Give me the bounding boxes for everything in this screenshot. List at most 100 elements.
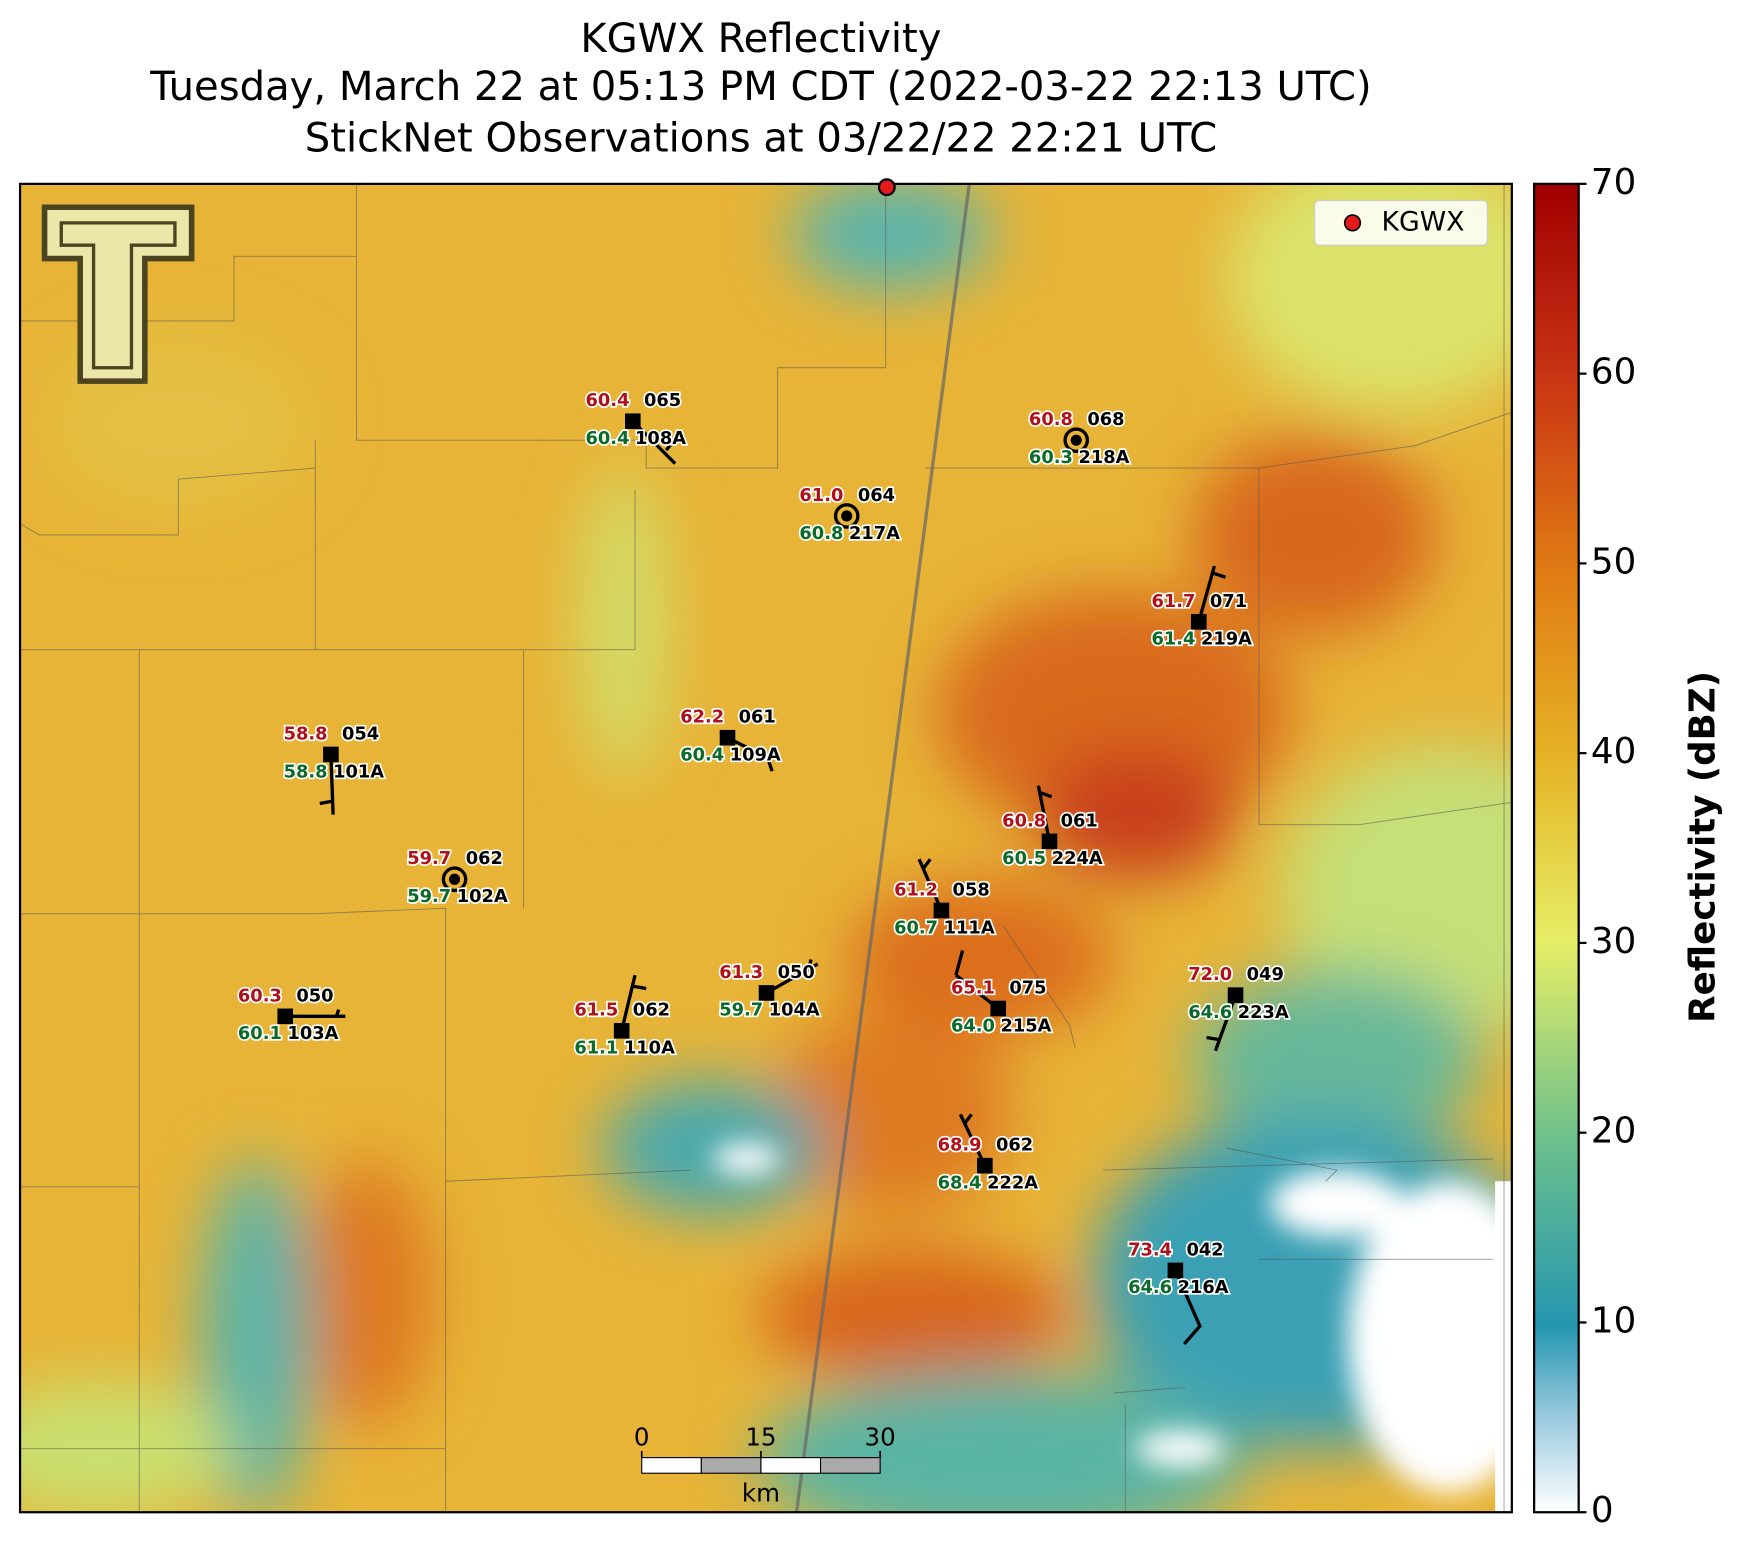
station: 62.2 061 60.4 109A <box>679 705 783 772</box>
station-dewpoint: 60.4 <box>680 745 724 766</box>
colorbar-label: Reflectivity (dBZ) <box>1683 671 1724 1023</box>
station-code: 050 <box>296 985 333 1006</box>
scale-bar: 0 15 30 km <box>634 1423 896 1508</box>
station-code: 065 <box>644 390 681 411</box>
station-code: 071 <box>1210 591 1247 612</box>
station-marker <box>1190 614 1207 630</box>
title-line: Tuesday, March 22 at 05:13 PM CDT (2022-… <box>149 64 1371 110</box>
station-temperature: 60.8 <box>1002 810 1046 831</box>
station-id: 109A <box>730 745 781 766</box>
wind-barb <box>1197 565 1216 623</box>
station-id: 103A <box>287 1023 338 1044</box>
wind-barb <box>917 858 943 912</box>
wind-barb <box>765 962 819 995</box>
station: 61.7 071 61.4 219A <box>1150 565 1254 651</box>
legend-box <box>1314 200 1488 246</box>
station-temperature: 58.8 <box>284 723 328 744</box>
station-dewpoint: 59.7 <box>407 886 451 907</box>
station-marker <box>1167 1262 1184 1279</box>
station: 73.4 042 64.6 216A <box>1126 1238 1230 1346</box>
station-marker <box>1227 987 1244 1003</box>
wind-barb-flag <box>334 1009 341 1017</box>
station-id: 222A <box>987 1172 1038 1193</box>
station-id: 101A <box>333 761 384 782</box>
station: 60.8 068 60.3 218A <box>1027 407 1131 469</box>
colorbar-tick-label: 60 <box>1591 352 1636 393</box>
station: 60.3 050 60.1 103A <box>236 984 346 1046</box>
station: 72.0 049 64.6 223A <box>1187 962 1291 1052</box>
station: 60.8 061 60.5 224A <box>1001 785 1105 871</box>
station-temperature: 61.0 <box>799 485 843 506</box>
station-marker <box>833 503 860 529</box>
station-marker-dot <box>1070 434 1082 446</box>
scale-segment <box>819 1457 881 1474</box>
colorbar-tick-label: 70 <box>1591 162 1636 203</box>
station-code: 062 <box>633 1000 670 1021</box>
legend: KGWX <box>1314 200 1488 246</box>
station-id: 102A <box>457 886 508 907</box>
station-dewpoint: 68.4 <box>938 1172 982 1193</box>
wind-barb <box>329 754 335 815</box>
wind-barb-flag <box>1211 571 1227 579</box>
station-id: 224A <box>1052 848 1103 869</box>
station-code: 049 <box>1247 964 1284 985</box>
station: 65.1 075 64.0 215A <box>949 950 1053 1038</box>
colorbar-tick-label: 40 <box>1591 731 1636 772</box>
wind-barb-flag <box>954 950 965 976</box>
station-temperature: 59.7 <box>407 848 451 869</box>
station-dewpoint: 60.4 <box>586 428 630 449</box>
station-id: 218A <box>1078 447 1129 468</box>
legend-marker <box>1343 214 1362 232</box>
scale-segment <box>641 1457 702 1474</box>
station-id: 108A <box>635 428 686 449</box>
title-line: KGWX Reflectivity <box>580 16 941 62</box>
station-id: 219A <box>1201 629 1252 650</box>
station-code: 068 <box>1087 409 1124 430</box>
radar-field <box>20 183 1512 1513</box>
scale-unit: km <box>742 1478 780 1507</box>
station-code: 061 <box>1061 810 1098 831</box>
station-id: 215A <box>1000 1015 1051 1036</box>
station-code: 042 <box>1187 1239 1224 1260</box>
station-dewpoint: 60.5 <box>1002 848 1046 869</box>
map-frame <box>18 182 1513 1514</box>
wind-barb-flag <box>632 984 647 991</box>
station-marker <box>1041 833 1058 850</box>
station-temperature: 60.8 <box>1029 409 1073 430</box>
station-dewpoint: 64.6 <box>1128 1277 1172 1298</box>
station-id: 104A <box>769 1000 820 1021</box>
station-temperature: 73.4 <box>1128 1239 1172 1260</box>
colorbar-tick-label: 10 <box>1591 1300 1636 1341</box>
wind-barb <box>1036 785 1052 842</box>
colorbar-tick-label: 50 <box>1591 541 1636 582</box>
station-temperature: 72.0 <box>1188 964 1232 985</box>
station-temperature: 60.4 <box>586 390 630 411</box>
scale-segment <box>700 1457 762 1474</box>
station-marker <box>613 1023 630 1039</box>
colorbar <box>1533 182 1580 1514</box>
station-dewpoint: 61.4 <box>1151 629 1195 650</box>
station: 61.0 064 60.8 217A <box>798 483 902 545</box>
station-id: 110A <box>624 1038 675 1059</box>
wind-barb-flag <box>1206 1035 1221 1042</box>
station-marker <box>933 902 950 919</box>
station: 60.4 065 60.4 108A <box>584 389 688 465</box>
colorbar-tick-label: 30 <box>1591 921 1636 962</box>
station-dewpoint: 60.8 <box>799 523 843 544</box>
colorbar-tick-label: 0 <box>1591 1490 1614 1531</box>
station-temperature: 61.5 <box>574 1000 618 1021</box>
station-temperature: 61.7 <box>1151 591 1195 612</box>
scale-tick-label: 0 <box>634 1423 650 1452</box>
station: 61.2 058 60.7 111A <box>892 858 996 940</box>
station-dewpoint: 61.1 <box>574 1038 618 1059</box>
station-marker <box>277 1008 294 1025</box>
station-dewpoint: 59.7 <box>719 1000 763 1021</box>
station-id: 216A <box>1178 1277 1229 1298</box>
station-dewpoint: 60.1 <box>238 1023 282 1044</box>
station-id: 217A <box>849 523 900 544</box>
wind-barb-flag <box>807 959 813 969</box>
station-code: 058 <box>953 879 990 900</box>
